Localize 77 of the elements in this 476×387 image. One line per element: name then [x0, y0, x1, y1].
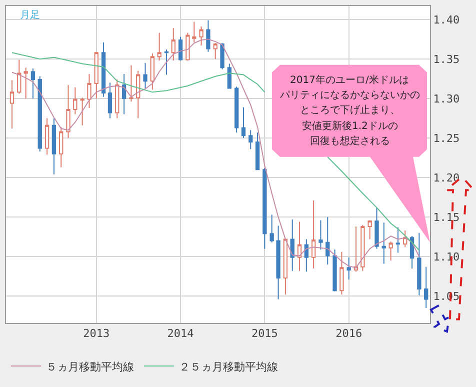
candlestick	[346, 256, 351, 280]
candlestick	[108, 82, 112, 119]
candlestick	[87, 73, 92, 108]
candlestick	[354, 226, 358, 272]
annotation: 2017年のユーロ/米ドルは	[290, 74, 409, 86]
candlestick	[326, 216, 330, 265]
candlestick	[262, 168, 267, 250]
candlestick	[304, 238, 308, 272]
candlestick	[283, 238, 288, 296]
x-tick-label: 2014	[167, 327, 194, 340]
candlestick	[206, 20, 210, 52]
annotation: 安値更新後1.2ドルの	[302, 120, 398, 132]
candlestick	[157, 32, 162, 62]
candlestick	[368, 220, 372, 240]
candlestick	[178, 36, 183, 62]
candlestick	[94, 51, 98, 99]
y-tick-label: 1.10	[433, 250, 460, 264]
x-tick-label: 2013	[83, 327, 110, 340]
y-tick-label: 1.30	[433, 92, 460, 106]
annotation: 月足	[20, 10, 40, 21]
annotation: パリティになるかならないかの	[279, 90, 420, 101]
candlestick	[340, 251, 344, 296]
candlestick	[290, 218, 294, 272]
candlestick	[255, 132, 260, 170]
annotation: ところで下げ止まり、	[300, 104, 400, 116]
candlestick	[332, 248, 337, 292]
candlestick	[136, 70, 140, 119]
candlestick	[388, 241, 393, 262]
candlestick	[241, 106, 246, 139]
legend-label: ５ヵ月移動平均線	[46, 360, 134, 374]
candlestick	[73, 86, 78, 115]
x-tick-label: 2016	[336, 327, 362, 340]
candlestick	[199, 26, 204, 46]
candlestick	[192, 21, 196, 43]
candlestick	[417, 232, 422, 296]
candlestick	[270, 214, 274, 243]
candlestick	[186, 32, 190, 62]
candlestick	[360, 224, 365, 272]
candlestick	[234, 86, 239, 133]
candlestick	[227, 63, 232, 89]
candlestick	[52, 118, 56, 175]
candlestick	[129, 64, 134, 102]
x-tick-label: 2015	[251, 327, 278, 340]
candlestick	[122, 73, 126, 115]
candlestick	[171, 28, 176, 62]
candlestick	[276, 225, 280, 300]
y-tick-label: 1.35	[433, 52, 460, 66]
candlestick	[10, 80, 14, 130]
y-tick-label: 1.15	[433, 210, 460, 224]
candlestick	[318, 220, 323, 250]
candlestick	[311, 200, 316, 269]
candlestick	[220, 42, 224, 70]
candlestick	[164, 48, 169, 76]
candlestick	[17, 59, 22, 94]
candlestick	[396, 226, 400, 254]
candlestick	[101, 42, 106, 98]
candlestick	[44, 118, 50, 156]
candlestick	[424, 266, 428, 308]
candlestick	[66, 84, 70, 139]
candlestick	[59, 126, 64, 168]
candlestick	[115, 79, 120, 119]
candlestick	[297, 221, 302, 272]
candlestick	[382, 222, 386, 264]
legend-label: ２５ヵ月移動平均線	[179, 360, 278, 374]
y-tick-label: 1.40	[433, 13, 460, 26]
y-tick-label: 1.25	[433, 132, 460, 145]
candlestick	[143, 62, 148, 89]
candlestick	[80, 97, 84, 126]
annotation: 回復も想定される	[310, 135, 390, 147]
candlestick	[38, 76, 42, 152]
candlestick	[150, 52, 154, 90]
candlestick	[248, 130, 253, 150]
candlestick	[24, 67, 28, 99]
candlestick	[410, 236, 414, 269]
candlestick	[213, 42, 218, 60]
candlestick	[374, 207, 379, 250]
candlestick	[30, 68, 36, 99]
